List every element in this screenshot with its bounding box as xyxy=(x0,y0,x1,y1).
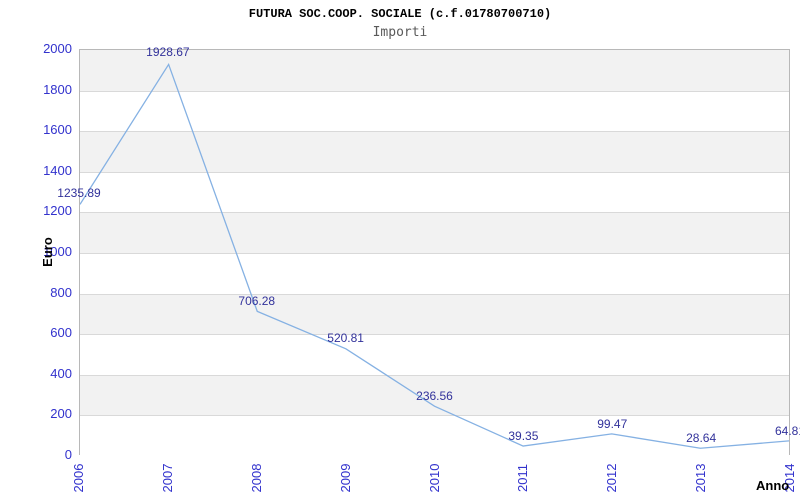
y-tick-label: 1200 xyxy=(43,203,72,219)
plot-band xyxy=(80,293,789,335)
data-line-svg xyxy=(80,62,789,449)
y-axis-title: Euro xyxy=(40,237,55,267)
y-tick-label: 1800 xyxy=(43,81,72,97)
gridline xyxy=(80,293,789,295)
y-tick-label: 1400 xyxy=(43,162,72,178)
y-tick-label: 1600 xyxy=(43,122,72,138)
gridline xyxy=(80,171,789,173)
data-point-label: 1235.89 xyxy=(57,186,101,201)
x-tick-label: 2007 xyxy=(159,463,175,493)
plot-band xyxy=(80,212,789,253)
plot-band xyxy=(80,253,789,294)
plot-band xyxy=(80,171,789,213)
y-tick-label: 600 xyxy=(50,325,72,341)
y-tick-label: 200 xyxy=(50,406,72,422)
x-tick-label: 2010 xyxy=(426,463,442,493)
y-tick-label: 2000 xyxy=(43,41,72,56)
chart-title: FUTURA SOC.COOP. SOCIALE (c.f.0178070071… xyxy=(248,7,552,21)
plot-band xyxy=(80,334,789,375)
y-tick-label: 400 xyxy=(50,365,72,381)
plot-band xyxy=(80,50,789,91)
x-tick-label: 2011 xyxy=(515,464,531,492)
x-tick-label: 2008 xyxy=(248,463,264,493)
x-axis-title: Anno xyxy=(756,478,790,493)
chart-subtitle: Importi xyxy=(372,25,428,40)
y-tick-label: 800 xyxy=(50,284,72,300)
x-tick-label: 2013 xyxy=(693,463,709,493)
plot-band xyxy=(80,374,789,416)
gridline xyxy=(80,90,789,92)
x-tick-label: 2009 xyxy=(337,463,353,493)
plot-band xyxy=(80,90,789,132)
plot-band xyxy=(80,131,789,172)
data-point-label: 39.35 xyxy=(508,429,539,443)
gridline xyxy=(80,131,789,133)
x-tick-label: 2006 xyxy=(71,463,86,493)
gridline xyxy=(80,415,789,417)
data-point-label: 1928.67 xyxy=(146,45,190,60)
gridline xyxy=(80,253,789,254)
data-point-label: 520.81 xyxy=(327,331,364,346)
data-point-label: 64.81 xyxy=(774,423,800,438)
gridline xyxy=(80,374,789,376)
data-line xyxy=(80,62,789,449)
data-point-label: 706.28 xyxy=(238,293,276,308)
data-point-label: 236.56 xyxy=(416,388,453,403)
x-tick-label: 2012 xyxy=(604,463,620,493)
data-point-label: 28.64 xyxy=(686,431,717,446)
data-point-label: 99.47 xyxy=(597,416,628,431)
plot-area xyxy=(79,49,790,456)
gridline xyxy=(80,334,789,336)
gridline xyxy=(80,212,789,214)
y-tick-label: 0 xyxy=(64,447,72,462)
y-tick-label: 1000 xyxy=(43,244,72,259)
plot-band xyxy=(80,415,789,456)
